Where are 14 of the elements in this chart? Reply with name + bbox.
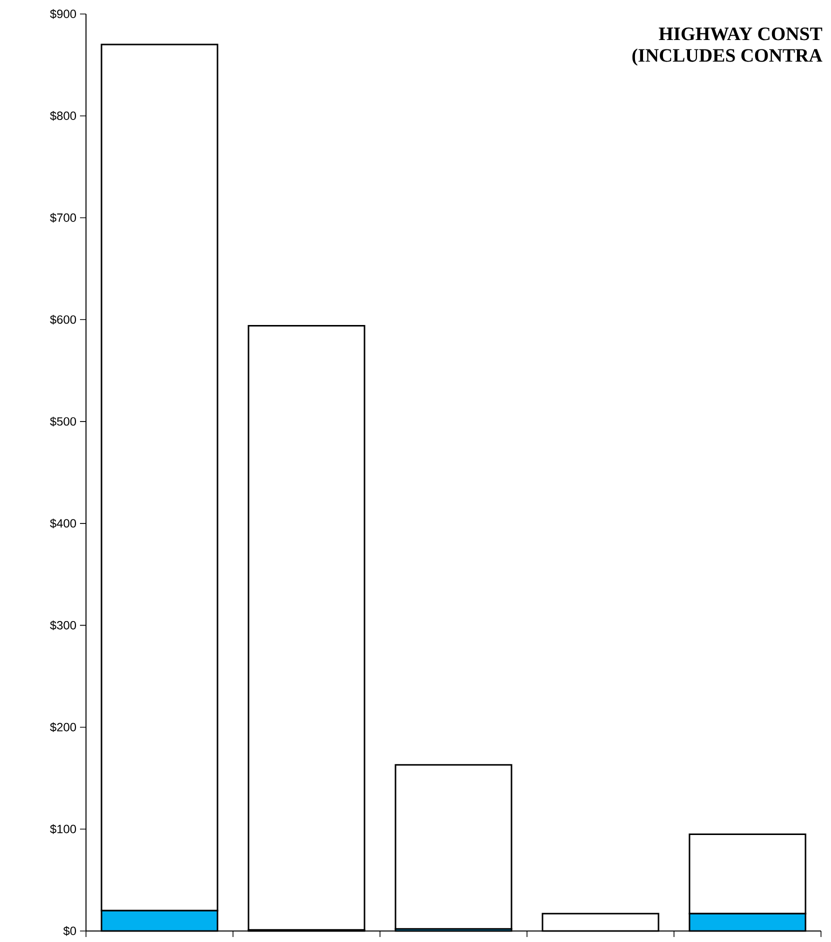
y-tick-label: $600 xyxy=(50,314,76,324)
text: HIGHWAY CONST xyxy=(658,28,822,40)
y-tick-label: $300 xyxy=(50,620,76,630)
y-tick-label: $900 xyxy=(50,9,76,19)
y-tick-label: $200 xyxy=(50,722,76,732)
text: (INCLUDES CONTRA xyxy=(632,48,822,66)
y-tick-label: $100 xyxy=(50,824,76,834)
y-tick-label: $500 xyxy=(50,416,76,426)
y-tick-label: $700 xyxy=(50,212,76,223)
bar xyxy=(394,764,512,930)
y-tick-label: $800 xyxy=(50,111,76,121)
bar xyxy=(248,325,366,931)
y-tick-label: $400 xyxy=(50,518,76,528)
y-tick-label: $0 xyxy=(63,926,76,936)
